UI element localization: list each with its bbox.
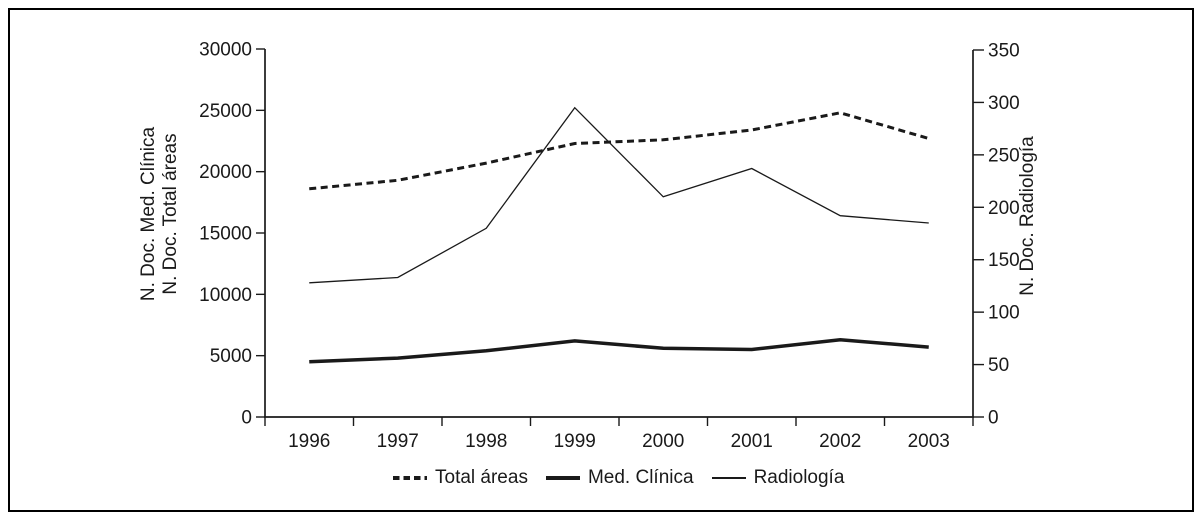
legend-label: Radiología	[753, 467, 845, 488]
right-axis-tick-label: 350	[988, 41, 1020, 62]
x-axis-year-label: 2003	[908, 431, 950, 452]
legend-label: Total áreas	[435, 467, 528, 488]
thin-line-sample-icon	[711, 477, 746, 479]
x-axis-year-label: 2002	[819, 431, 861, 452]
right-axis-tick-label: 150	[988, 250, 1020, 271]
left-axis-tick-label: 15000	[199, 224, 252, 245]
x-axis-year-label: 1998	[465, 431, 507, 452]
legend-item-total-areas: Total áreas	[393, 467, 546, 489]
x-axis-year-label: 1997	[377, 431, 419, 452]
left-axis-tick-label: 0	[241, 408, 252, 429]
series-line-radiolog-a	[309, 106, 929, 284]
left-axis-tick-label: 30000	[199, 40, 252, 61]
right-axis-tick-label: 50	[988, 355, 1009, 376]
left-axis-tick-label: 5000	[210, 346, 252, 367]
x-axis-year-label: 2000	[642, 431, 684, 452]
left-axis-title: N. Doc. Med. Clínica N. Doc. Total áreas	[138, 14, 182, 414]
series-line-total-reas	[309, 111, 930, 191]
right-axis-tick-label: 200	[988, 198, 1020, 219]
legend-item-med-clinica: Med. Clínica	[545, 467, 712, 489]
left-axis-tick-label: 10000	[199, 285, 252, 306]
legend-item-radiologia: Radiología	[711, 467, 863, 489]
legend: Total áreas Med. Clínica Radiología	[393, 465, 862, 491]
legend-label: Med. Clínica	[587, 467, 694, 488]
right-axis-tick-label: 100	[988, 303, 1020, 324]
series-line-med-cl-nica	[309, 337, 929, 364]
left-axis-tick-label: 20000	[199, 162, 252, 183]
left-axis-tick-label: 25000	[199, 101, 252, 122]
left-axis-title-line2: N. Doc. Total áreas	[160, 133, 181, 295]
right-axis-tick-label: 0	[988, 408, 999, 429]
thick-line-sample-icon	[545, 476, 580, 480]
right-axis-title: N. Doc. Radiología	[1017, 136, 1038, 296]
dashed-line-sample-icon	[393, 476, 427, 480]
x-axis-year-label: 2001	[731, 431, 773, 452]
chart-frame	[8, 8, 1194, 512]
x-axis-year-label: 1996	[288, 431, 330, 452]
x-axis-year-label: 1999	[554, 431, 596, 452]
left-axis-title-line1: N. Doc. Med. Clínica	[138, 126, 159, 302]
right-axis-tick-label: 300	[988, 93, 1020, 114]
right-axis-tick-label: 250	[988, 145, 1020, 166]
